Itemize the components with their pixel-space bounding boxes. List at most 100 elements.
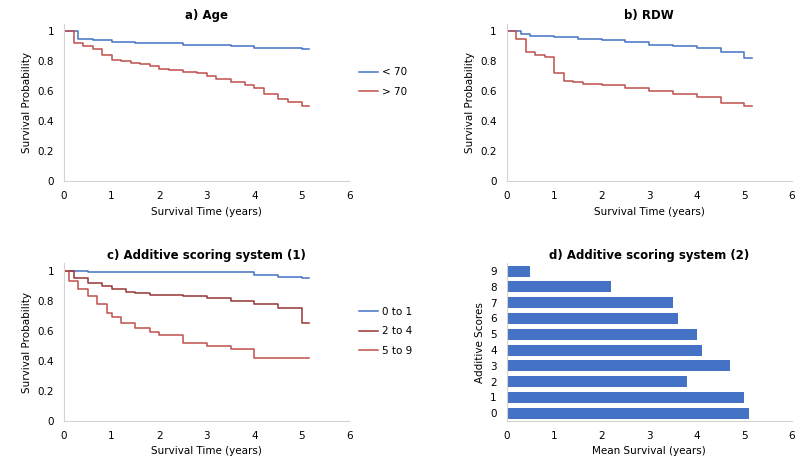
< 14.75 [502, 28, 511, 34]
5 to 9 [250, 355, 259, 361]
0 to 1 [178, 270, 188, 275]
Line: 2 to 4: 2 to 4 [64, 271, 309, 324]
Y-axis label: Survival Probability: Survival Probability [22, 292, 32, 393]
> 14.75 [502, 28, 511, 34]
> 14.75 [621, 86, 630, 91]
> 14.75 [530, 53, 540, 58]
Bar [506, 392, 745, 403]
Line: < 14.75: < 14.75 [506, 31, 751, 58]
< 70 [130, 40, 140, 46]
Bar [506, 313, 678, 324]
5 to 9 [304, 355, 314, 361]
< 14.75 [716, 49, 726, 55]
Bar [506, 408, 749, 419]
Bar [506, 297, 673, 308]
2 to 4 [59, 268, 69, 274]
5 to 9 [93, 301, 102, 307]
2 to 4 [304, 321, 314, 326]
0 to 1 [274, 274, 283, 280]
> 14.75 [559, 78, 569, 84]
Legend: < 14.75, > 14.75: < 14.75, > 14.75 [798, 63, 800, 101]
> 14.75 [540, 54, 550, 60]
> 14.75 [692, 95, 702, 100]
> 14.75 [746, 104, 756, 109]
< 70 [59, 28, 69, 34]
2 to 4 [83, 280, 93, 286]
> 70 [202, 73, 211, 79]
2 to 4 [121, 289, 130, 295]
< 14.75 [621, 39, 630, 44]
> 70 [297, 104, 306, 109]
0 to 1 [130, 270, 140, 275]
2 to 4 [250, 301, 259, 307]
> 14.75 [578, 81, 587, 87]
X-axis label: Survival Time (years): Survival Time (years) [151, 207, 262, 217]
< 70 [202, 42, 211, 47]
Bar [506, 344, 702, 356]
Title: b) RDW: b) RDW [624, 9, 674, 23]
5 to 9 [202, 343, 211, 349]
5 to 9 [116, 321, 126, 326]
> 14.75 [511, 36, 521, 42]
> 14.75 [550, 70, 559, 76]
> 70 [69, 40, 78, 46]
< 14.75 [668, 44, 678, 49]
> 14.75 [597, 82, 606, 88]
5 to 9 [130, 325, 140, 331]
< 70 [297, 46, 306, 52]
Line: < 70: < 70 [64, 31, 309, 49]
Legend: < 70, > 70: < 70, > 70 [355, 63, 411, 101]
> 70 [226, 79, 235, 85]
> 70 [145, 63, 154, 69]
> 70 [126, 60, 135, 66]
Line: 0 to 1: 0 to 1 [64, 271, 309, 278]
Title: a) Age: a) Age [186, 9, 228, 23]
Y-axis label: Survival Probability: Survival Probability [22, 52, 32, 153]
0 to 1 [202, 270, 211, 275]
5 to 9 [102, 310, 112, 315]
Y-axis label: Additive Scores: Additive Scores [474, 302, 485, 383]
< 70 [274, 45, 283, 51]
< 14.75 [645, 42, 654, 47]
5 to 9 [83, 294, 93, 299]
> 70 [88, 46, 98, 52]
Title: d) Additive scoring system (2): d) Additive scoring system (2) [549, 249, 750, 262]
5 to 9 [297, 355, 306, 361]
2 to 4 [154, 292, 164, 298]
< 14.75 [740, 55, 750, 61]
0 to 1 [226, 270, 235, 275]
2 to 4 [69, 275, 78, 281]
2 to 4 [226, 298, 235, 304]
X-axis label: Survival Time (years): Survival Time (years) [151, 446, 262, 456]
> 70 [304, 104, 314, 109]
> 14.75 [668, 91, 678, 97]
< 14.75 [516, 31, 526, 37]
Line: > 14.75: > 14.75 [506, 31, 751, 106]
> 70 [59, 28, 69, 34]
< 70 [106, 39, 116, 44]
> 70 [211, 76, 221, 82]
< 14.75 [573, 36, 582, 42]
< 14.75 [692, 45, 702, 51]
2 to 4 [130, 290, 140, 296]
> 14.75 [521, 49, 530, 55]
2 to 4 [297, 321, 306, 326]
> 70 [116, 58, 126, 64]
5 to 9 [74, 286, 83, 292]
5 to 9 [106, 315, 116, 320]
5 to 9 [154, 333, 164, 338]
< 70 [88, 37, 98, 43]
Line: > 70: > 70 [64, 31, 309, 106]
Bar [506, 281, 611, 292]
2 to 4 [145, 292, 154, 298]
X-axis label: Survival Time (years): Survival Time (years) [594, 207, 705, 217]
0 to 1 [83, 270, 93, 275]
0 to 1 [59, 268, 69, 274]
> 70 [154, 66, 164, 71]
< 14.75 [550, 35, 559, 40]
> 70 [164, 67, 174, 73]
> 70 [240, 82, 250, 88]
2 to 4 [178, 294, 188, 299]
Bar [506, 266, 530, 277]
2 to 4 [106, 286, 116, 292]
